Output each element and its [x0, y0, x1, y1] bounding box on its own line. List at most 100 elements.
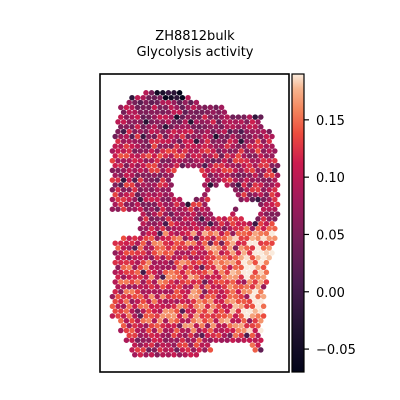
tissue-spot — [210, 235, 216, 242]
tissue-spot — [126, 264, 132, 271]
tissue-spot — [157, 182, 163, 188]
tissue-spot — [120, 148, 127, 154]
tissue-spot — [120, 284, 127, 290]
tissue-spot — [230, 250, 236, 256]
tissue-spot — [204, 235, 211, 242]
tissue-spot — [151, 191, 158, 198]
tissue-spot — [171, 332, 177, 339]
tissue-spot — [148, 167, 155, 174]
tissue-spot — [232, 274, 239, 280]
tissue-spot — [171, 148, 177, 154]
tissue-spot — [266, 206, 272, 212]
tissue-spot — [160, 109, 166, 115]
tissue-spot — [165, 313, 172, 319]
tissue-spot — [246, 221, 253, 227]
tissue-spot — [118, 269, 124, 276]
tissue-spot — [151, 337, 158, 343]
tissue-spot — [120, 177, 127, 183]
tissue-spot — [176, 148, 183, 154]
tissue-spot — [120, 196, 127, 203]
tissue-spot — [143, 109, 149, 115]
tissue-spot — [109, 313, 116, 319]
tissue-spot — [160, 128, 166, 135]
tissue-spot — [165, 148, 172, 154]
tissue-spot — [216, 313, 222, 319]
tissue-spot — [196, 114, 202, 120]
tissue-spot — [246, 133, 253, 140]
tissue-spot — [246, 327, 253, 334]
tissue-spot — [188, 322, 194, 329]
tissue-spot — [199, 313, 205, 319]
tissue-spot — [213, 104, 219, 111]
tissue-spot — [249, 235, 256, 242]
tissue-spot — [213, 221, 219, 227]
tissue-spot — [202, 172, 208, 179]
tissue-spot — [115, 274, 121, 280]
tissue-spot — [132, 138, 138, 145]
tissue-spot — [137, 216, 144, 222]
tissue-spot — [255, 138, 261, 145]
tissue-spot — [179, 124, 186, 130]
tissue-spot — [190, 298, 197, 305]
tissue-spot — [162, 124, 169, 130]
tissue-spot — [193, 264, 200, 271]
tissue-spot — [123, 318, 130, 324]
tissue-spot — [249, 332, 256, 339]
tissue-spot — [193, 235, 200, 242]
tissue-spot — [171, 119, 177, 125]
tissue-spot — [165, 322, 172, 329]
tissue-spot — [227, 138, 233, 145]
tissue-spot — [148, 109, 155, 115]
tissue-spot — [146, 182, 152, 188]
tissue-spot — [255, 264, 261, 271]
tissue-spot — [165, 274, 172, 280]
tissue-spot — [190, 327, 197, 334]
tissue-spot — [123, 250, 130, 256]
tissue-spot — [266, 157, 272, 164]
tissue-spot — [154, 245, 160, 251]
tissue-spot — [227, 128, 233, 135]
tissue-spot — [176, 138, 183, 145]
tissue-spot — [210, 148, 216, 154]
tissue-spot — [129, 288, 135, 295]
tissue-spot — [227, 293, 233, 300]
tissue-spot — [182, 264, 188, 271]
tissue-spot — [123, 124, 130, 130]
tissue-spot — [258, 201, 264, 208]
tissue-spot — [148, 293, 155, 300]
tissue-spot — [154, 254, 160, 261]
tissue-spot — [193, 206, 200, 212]
tissue-spot — [258, 124, 264, 130]
tissue-spot — [224, 221, 230, 227]
tissue-spot — [151, 259, 158, 266]
tissue-spot — [171, 138, 177, 145]
tissue-spot — [129, 172, 135, 179]
tissue-spot — [140, 250, 146, 256]
tissue-spot — [263, 259, 270, 266]
tissue-spot — [129, 191, 135, 198]
tissue-spot — [174, 201, 180, 208]
tissue-spot — [162, 240, 169, 246]
tissue-spot — [210, 138, 216, 145]
tissue-spot — [174, 221, 180, 227]
tissue-spot — [174, 94, 180, 101]
tissue-spot — [120, 293, 127, 300]
tissue-spot — [193, 138, 200, 145]
tissue-spot — [246, 288, 253, 295]
tissue-spot — [182, 352, 188, 358]
tissue-spot — [165, 303, 172, 310]
tissue-spot — [174, 259, 180, 266]
tissue-spot — [160, 313, 166, 319]
tissue-spot — [132, 245, 138, 251]
tissue-spot — [143, 196, 149, 203]
tissue-spot — [109, 196, 116, 203]
tissue-spot — [140, 133, 146, 140]
tissue-spot — [266, 245, 272, 251]
tissue-spot — [185, 308, 191, 314]
tissue-spot — [202, 104, 208, 111]
tissue-spot — [252, 133, 258, 140]
tissue-spot — [179, 269, 186, 276]
tissue-spot — [269, 182, 275, 188]
tissue-spot — [188, 254, 194, 261]
tissue-spot — [213, 153, 219, 159]
